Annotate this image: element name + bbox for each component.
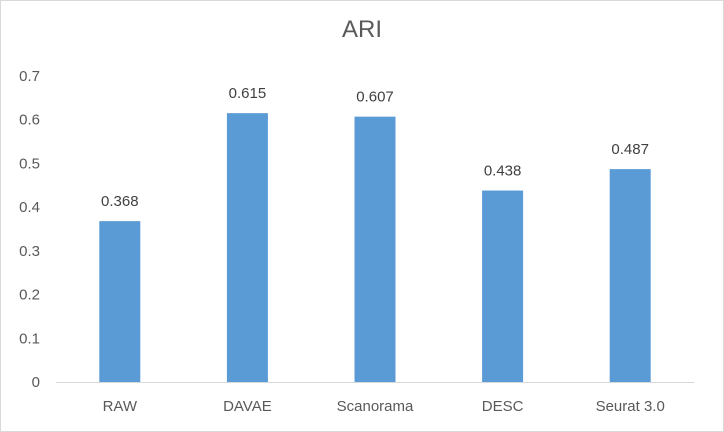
- data-label: 0.368: [101, 193, 139, 210]
- category-label: RAW: [103, 398, 138, 415]
- category-label: Seurat 3.0: [596, 398, 665, 415]
- data-label: 0.438: [484, 163, 522, 180]
- y-tick-label: 0.1: [19, 330, 40, 347]
- y-tick-label: 0.7: [19, 68, 40, 85]
- category-label: DESC: [482, 398, 524, 415]
- y-tick-label: 0.5: [19, 155, 40, 172]
- bar: [99, 221, 141, 382]
- y-tick-label: 0.2: [19, 287, 40, 304]
- data-label: 0.615: [229, 85, 267, 102]
- category-label: DAVAE: [223, 398, 272, 415]
- y-axis-ticks: 0 0.1 0.2 0.3 0.4 0.5 0.6 0.7: [19, 68, 40, 391]
- bar: [609, 169, 651, 382]
- bars: [99, 113, 651, 383]
- data-labels: 0.368 0.615 0.607 0.438 0.487: [101, 85, 649, 210]
- y-tick-label: 0.4: [19, 199, 40, 216]
- y-tick-label: 0: [32, 374, 40, 391]
- y-tick-label: 0.3: [19, 243, 40, 260]
- category-labels: RAW DAVAE Scanorama DESC Seurat 3.0: [103, 398, 665, 415]
- bar: [226, 113, 268, 383]
- data-label: 0.487: [611, 141, 649, 158]
- bar: [482, 190, 524, 382]
- category-label: Scanorama: [337, 398, 414, 415]
- bar: [354, 116, 396, 382]
- y-tick-label: 0.6: [19, 112, 40, 129]
- chart-title: ARI: [341, 16, 382, 43]
- data-label: 0.607: [356, 89, 394, 106]
